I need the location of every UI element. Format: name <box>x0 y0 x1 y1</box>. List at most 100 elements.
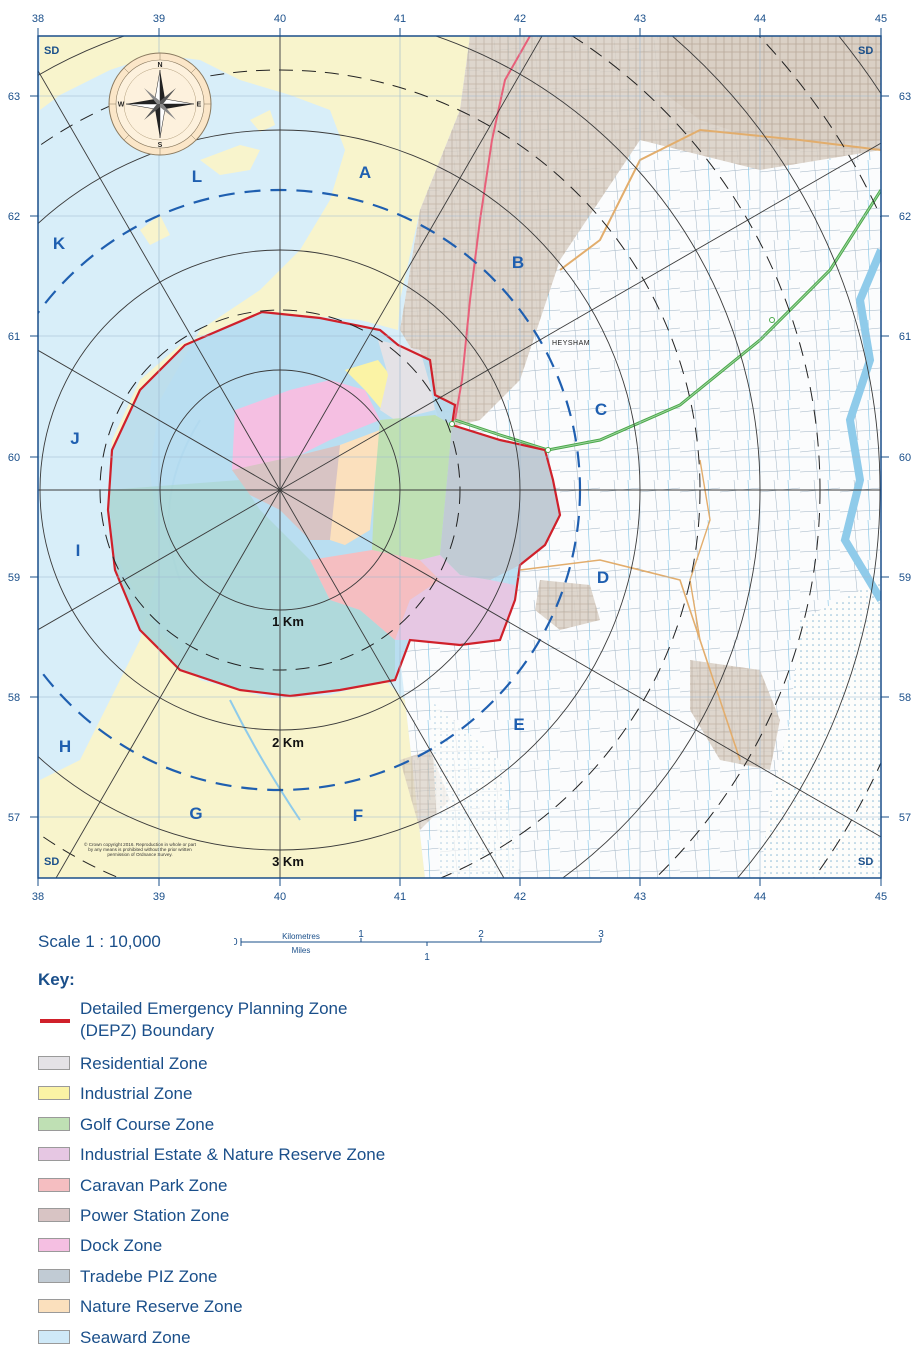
grid-y-label: 62 <box>899 211 911 223</box>
grid-ref-label: SD <box>44 856 59 868</box>
key-item-tradebe-piz: Tradebe PIZ Zone <box>38 1267 638 1297</box>
ring-label-3km: 3 Km <box>272 854 304 869</box>
key-label: Industrial Estate & Nature Reserve Zone <box>80 1145 386 1165</box>
swatch-icon <box>38 1207 70 1222</box>
key-label: Industrial Zone <box>80 1084 193 1104</box>
sector-label-f: F <box>353 806 363 825</box>
tradebe-piz-zone <box>440 425 560 580</box>
sector-label-h: H <box>59 737 71 756</box>
key-title: Key: <box>38 970 75 989</box>
industrial-estate-nature-reserve-zone <box>395 555 515 645</box>
scale-bar: 0 Kilometres 1 2 3 Miles 1 <box>234 930 604 963</box>
grid-x-label: 43 <box>634 891 646 903</box>
grid-x-label: 44 <box>754 13 766 25</box>
grid-y-label: 58 <box>8 692 20 704</box>
grid-y-label: 57 <box>899 812 911 824</box>
compass-west: W <box>118 102 125 109</box>
grid-y-label: 59 <box>8 572 20 584</box>
sector-label-c: C <box>595 400 607 419</box>
compass-north: N <box>157 62 162 69</box>
industrial-zone <box>345 360 390 410</box>
copyright-note: © Crown copyright 2016. Reproduction in … <box>84 842 196 858</box>
grid-y-label: 57 <box>8 812 20 824</box>
sector-label-g: G <box>189 804 202 823</box>
junction-marker <box>449 421 455 427</box>
key-item-depz-boundary: Detailed Emergency Planning Zone (DEPZ) … <box>38 998 638 1054</box>
key-label: Power Station Zone <box>80 1205 230 1225</box>
swatch-icon <box>38 1056 70 1070</box>
grid-x-label: 41 <box>394 13 406 25</box>
grid-y-label: 60 <box>8 452 20 464</box>
grid-x-label: 39 <box>153 891 165 903</box>
key-label: Dock Zone <box>80 1236 163 1256</box>
sector-label-b: B <box>512 253 524 272</box>
map-base <box>38 36 881 878</box>
key-item-golf-course: Golf Course Zone <box>38 1115 638 1145</box>
key-label: Golf Course Zone <box>80 1114 215 1134</box>
key-label: Seaward Zone <box>80 1327 191 1347</box>
grid-labels-top: 38 39 40 41 42 43 44 45 <box>32 13 887 25</box>
town-ne <box>660 36 881 150</box>
sector-label-d: D <box>597 568 609 587</box>
compass-east: E <box>197 102 202 109</box>
grid-x-label: 43 <box>634 13 646 25</box>
grid-x-label: 38 <box>32 891 44 903</box>
grid-y-label: 60 <box>899 452 911 464</box>
key-item-seaward: Seaward Zone <box>38 1328 638 1358</box>
key-item-residential: Residential Zone <box>38 1054 638 1084</box>
sands <box>40 36 470 878</box>
grid-ref-label: SD <box>858 45 873 57</box>
compass-rose: N E S W <box>108 52 212 156</box>
junction-marker <box>545 447 551 453</box>
sector-labels: A B C D E F G H I J K L <box>53 163 609 825</box>
sector-lines <box>38 36 881 878</box>
grid-y-label: 63 <box>8 91 20 103</box>
grid-x-label: 45 <box>875 13 887 25</box>
river <box>840 248 881 603</box>
sector-label-j: J <box>70 429 79 448</box>
road-a <box>454 36 531 421</box>
island <box>140 215 170 245</box>
scale-miles-label: Miles <box>292 946 311 955</box>
key-label: Caravan Park Zone <box>80 1175 228 1195</box>
swatch-icon <box>38 1238 70 1253</box>
swatch-icon <box>38 1268 70 1283</box>
grid-ref-label: SD <box>858 856 873 868</box>
scale-label: Scale 1 : 10,000 <box>38 932 161 951</box>
swatch-icon <box>38 1299 70 1314</box>
grid-labels-left: 63 62 61 60 59 58 57 <box>8 91 20 824</box>
scale-km-tick: 3 <box>598 930 604 940</box>
grid-y-label: 62 <box>8 211 20 223</box>
sector-label-a: A <box>359 163 371 182</box>
scale-miles-tick: 1 <box>424 952 430 963</box>
golf-course-zone <box>372 415 452 560</box>
key-label: Residential Zone <box>80 1054 208 1073</box>
key-item-industrial: Industrial Zone <box>38 1084 638 1114</box>
key-item-power-station: Power Station Zone <box>38 1206 638 1236</box>
seaward-zone-south <box>108 480 395 696</box>
grid-ref-label: SD <box>44 45 59 57</box>
scale-km-label: Kilometres <box>282 932 320 941</box>
grid-y-label: 61 <box>899 331 911 343</box>
residential-zone <box>378 340 435 420</box>
key-item-industrial-estate: Industrial Estate & Nature Reserve Zone <box>38 1145 638 1175</box>
grid-x-label: 39 <box>153 13 165 25</box>
map-key: Key: Detailed Emergency Planning Zone (D… <box>38 970 638 1358</box>
swatch-icon <box>38 1086 70 1101</box>
place-label-heysham: HEYSHAM <box>552 340 590 347</box>
scale-km-tick: 1 <box>358 930 364 940</box>
grid-y-label: 58 <box>899 692 911 704</box>
grid-x-label: 42 <box>514 891 526 903</box>
frame-ticks <box>30 28 889 886</box>
grid-labels-right: 63 62 61 60 59 58 57 <box>899 91 911 824</box>
island <box>200 145 260 175</box>
map: 38 39 40 41 42 43 44 45 38 39 40 41 42 4… <box>8 13 911 903</box>
grid-x-label: 40 <box>274 13 286 25</box>
scale-zero: 0 <box>234 937 238 948</box>
ring-label-2km: 2 Km <box>272 735 304 750</box>
ring-labels: 1 Km 2 Km 3 Km <box>272 614 304 869</box>
copyright-text: © Crown copyright 2016. Reproduction in … <box>84 842 196 858</box>
caravan-park-zone <box>310 550 440 640</box>
marsh-south <box>430 700 520 878</box>
sector-label-k: K <box>53 234 66 253</box>
